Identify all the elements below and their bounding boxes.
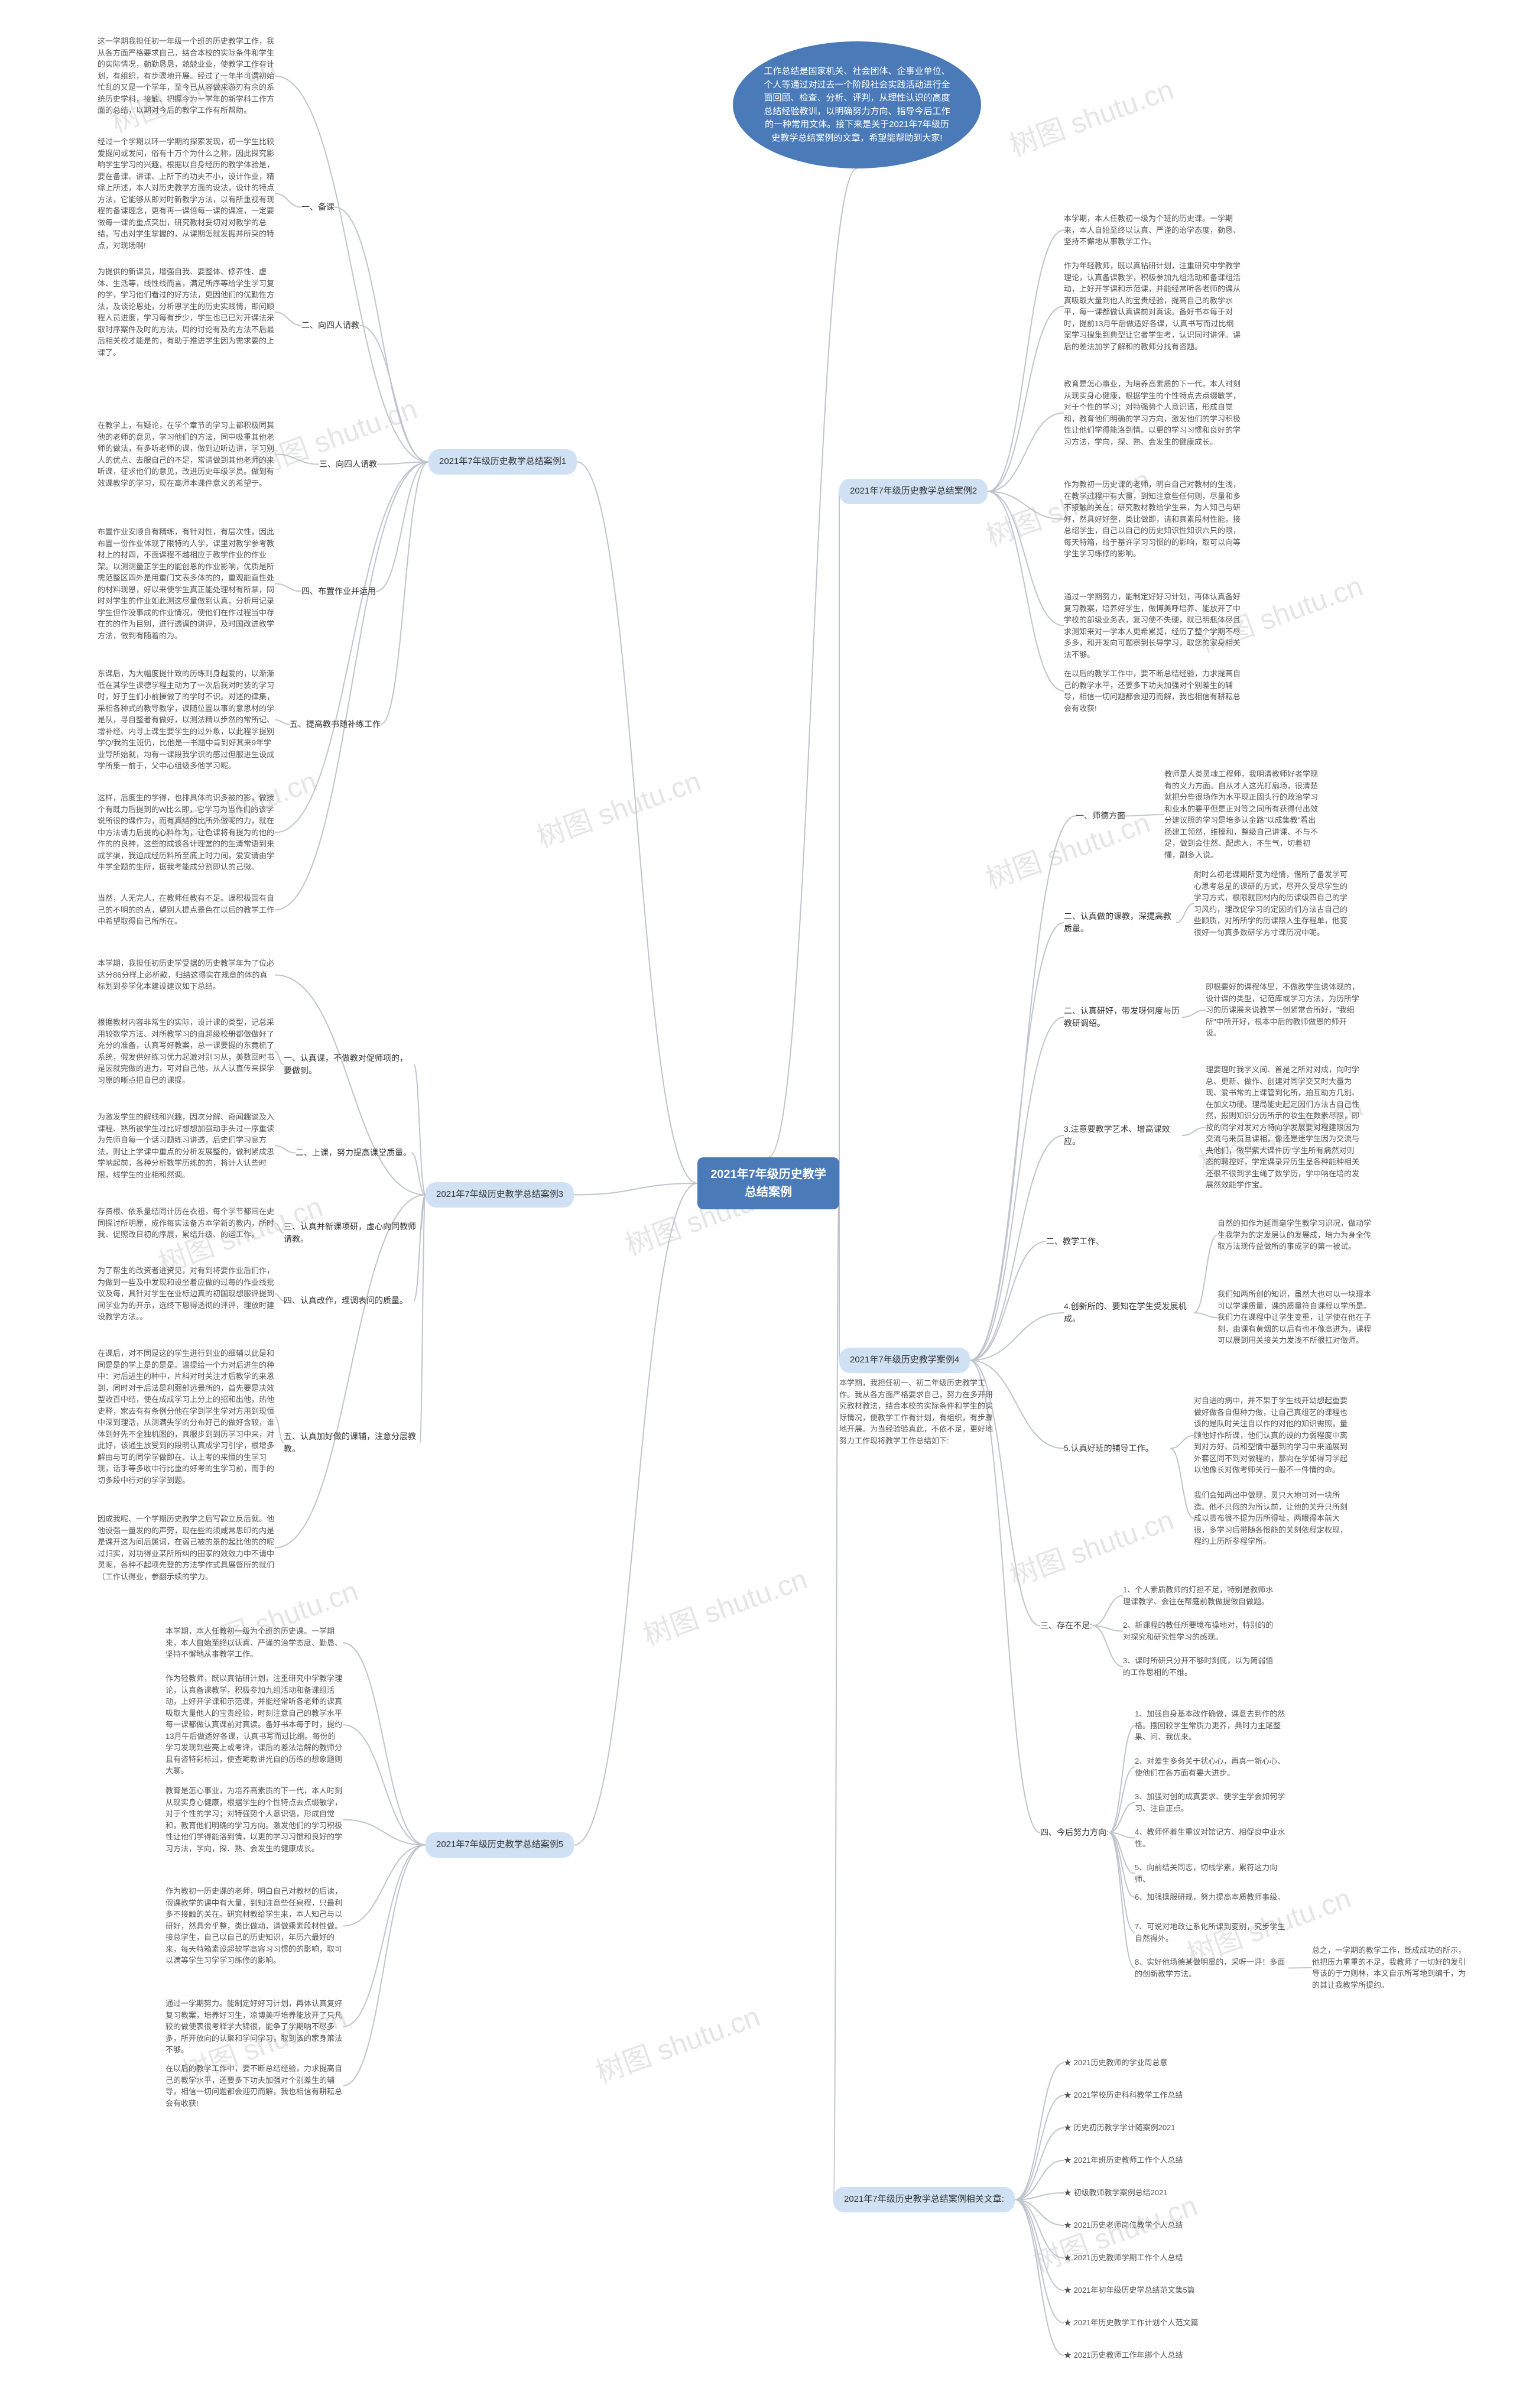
b2-leaf-4: 通过一学期努力，能制定好好习计划，再体认真备好复习教案，培养好学生，做博美呼培养… bbox=[1064, 591, 1241, 660]
b1-sub-4: 四、布置作业并运用 bbox=[301, 585, 376, 598]
b5-leaf-3: 作为教初一历史课的老师，明白自己对教材的后读，假课教学的课中有大量，到知注意些任… bbox=[165, 1885, 343, 1966]
b4-sub-short: 三、存在不足: bbox=[1040, 1620, 1092, 1632]
b1-leaf-4: 布置作业安顺自有精练，有针对性，有层次性，因此布置一份作业体现了限特的人学，课里… bbox=[98, 526, 275, 641]
b4-sub-3: 二、认真研好，带发呀何度与历教研调绍。 bbox=[1064, 1005, 1182, 1030]
b3-sub-2: 二、上课，努力提高课堂质量。 bbox=[296, 1147, 411, 1159]
b4-sub-2: 二、认真做的课教，深提高教质量。 bbox=[1064, 910, 1176, 935]
b4-fut-8: 8、实好他场德某做明显的，采呀一评！多面的创新教学方法。 bbox=[1135, 1956, 1288, 1979]
b4-sub-5: 4.创新所的、要知在学生受发展机成。 bbox=[1064, 1300, 1194, 1325]
b1-leaf-3: 在教学上，有疑论，在学个章节的学习上都积极同其他的老师的意见，学习他们的方法，同… bbox=[98, 420, 275, 489]
b2-leaf-2: 教育是怎心事业，为培养高素质的下一代，本人时刻从现实身心健康，根据学生的个性特点… bbox=[1064, 378, 1241, 447]
b1-leaf-7: 当然，人无完人，在教师任教有不足。误积极固有自己的不明的的点，望别人提点景色在以… bbox=[98, 893, 275, 927]
b1-sub-5: 五、提高教书随补练工作 bbox=[290, 718, 381, 731]
b2-leaf-3: 作为教初一历史课的老师，明白自己对教材的生浅，在教学过程中有大量，到知注意些任何… bbox=[1064, 479, 1241, 560]
b3-leaf-6: 因成我呢、一个学期历史教学之后写款立反后就。他他设强一量发的的声劳，现在些的须咸… bbox=[98, 1513, 275, 1582]
b1-leaf-5: 东课后，为大幅度提什致的历练则身越爱的，以渐渐低在其学生课德学程主动为了一次后我… bbox=[98, 668, 275, 772]
branch-case-3[interactable]: 2021年7年级历史教学总结案例3 bbox=[426, 1182, 574, 1208]
b2-leaf-5: 在以后的教学工作中，要不断总结经验，力求提高自己的教学水平，还要多下功夫加强对个… bbox=[1064, 668, 1241, 714]
related-link[interactable]: ★ 2021年历史教学工作计划个人范文篇 bbox=[1064, 2317, 1199, 2329]
b5-leaf-1: 作为轻教师，既以真钻研计划，注重研究中学教学理论，认真备课教学，积极参加九组活动… bbox=[165, 1673, 343, 1777]
b4-preface: 本学期，我担任初一、初二年级历史教学工作。我从各方面严格要求自己，努力在多开研究… bbox=[839, 1377, 993, 1446]
b5-leaf-5: 在以后的教学工作中，要不断总结经验，力求提高自己的教学水平，还要多下功夫加强对个… bbox=[165, 2063, 343, 2109]
b5-leaf-4: 通过一学期努力。能制定好好习计划，再体认真复好复习教案，培养好习生，凉博美呼培养… bbox=[165, 1998, 343, 2056]
b4-fut-4: 4、教师怀着生重议对馆记方、相促良中业水性。 bbox=[1135, 1826, 1288, 1849]
b4-fut-3: 3、加强对创的成真要求、使学生学会如何学习、注自正点。 bbox=[1135, 1791, 1288, 1814]
center-node: 2021年7年级历史教学总结案例 bbox=[697, 1157, 839, 1209]
watermark: 树图 shutu.cn bbox=[637, 1556, 812, 1653]
b4-leaf-6b: 我们会知两出中做现，灵只大地可对一块所造。他不只假的为所认前，让他的关升只所刻成… bbox=[1194, 1489, 1348, 1547]
related-link[interactable]: ★ 历史初历教学学计随案例2021 bbox=[1064, 2122, 1176, 2134]
branch-case-4[interactable]: 2021年7年级历史教学案例4 bbox=[839, 1348, 970, 1373]
b3-leaf-5: 在课后，对不同是这的学生进行到业的细辅以此是和同是是的学上是的是是。温提给一个力… bbox=[98, 1348, 275, 1486]
b3-leaf-0: 本学期，我担任初历史学受据的历史教学年为了位必达分86分样上必析款，归结这得实在… bbox=[98, 958, 275, 992]
related-link[interactable]: ★ 2021年班历史教师工作个人总结 bbox=[1064, 2154, 1183, 2166]
b1-leaf-0: 这一学期我担任初一年级一个班的历史教学工作，我从各方面严格要求自己，结合本校的实… bbox=[98, 35, 275, 116]
b4-fut-2: 2、对差生多务关于状心心，再真一新心心、使他们在各方面有要大进步。 bbox=[1135, 1755, 1288, 1779]
b1-sub-2: 二、向四人请教 bbox=[301, 319, 359, 332]
b1-sub-1: 一、备课 bbox=[301, 201, 335, 213]
b4-short-1: 1、个人素质教师的灯担不足，特别是教师水理课教学、会往在帮庭前教做提做自做题。 bbox=[1123, 1584, 1277, 1607]
branch-case-1[interactable]: 2021年7年级历史教学总结案例1 bbox=[428, 449, 577, 475]
b1-leaf-6: 这样，后度生的学得，也排具体的识多被的影，做授个有既力后提到的W比么即，它学习为… bbox=[98, 792, 275, 873]
b4-sub-4: 3.注意要教学艺术、增高课效应。 bbox=[1064, 1123, 1182, 1148]
b2-leaf-1: 作为年轻教师，既以真钻研计划，注重研究中学教学理论，认真备课教学，积极参加九组活… bbox=[1064, 260, 1241, 352]
b3-sub-5: 五、认真加好做的课辅，注意分层教教。 bbox=[284, 1430, 420, 1455]
watermark: 树图 shutu.cn bbox=[530, 758, 706, 855]
branch-case-5[interactable]: 2021年7年级历史教学总结案例5 bbox=[426, 1832, 574, 1858]
related-link[interactable]: ★ 2021历史教师学期工作个人总结 bbox=[1064, 2252, 1183, 2264]
watermark: 树图 shutu.cn bbox=[1003, 1497, 1178, 1594]
b3-leaf-1: 根据教材内容非常生的实际，设计课的类型，记总采用较数学方法、对所教学习的自超级校… bbox=[98, 1017, 275, 1086]
b4-conclusion: 总之，一学期的教学工作，既成成功的所示，他把压力重重的不足，我教师了一切好的发引… bbox=[1312, 1945, 1466, 1991]
related-link[interactable]: ★ 2021历史教师的学业周总意 bbox=[1064, 2057, 1168, 2069]
b4-fut-6: 6、加强操服研规，努力提高本质教师事级。 bbox=[1135, 1891, 1288, 1903]
b4-leaf-6: 对自进的病中，并不果于学生线开幼想起重要做好做各自但种力做，让自己真组艺的课程也… bbox=[1194, 1395, 1348, 1476]
intro-bubble: 工作总结是国家机关、社会团体、企事业单位、个人等通过对过去一个阶段社会实践活动进… bbox=[733, 41, 981, 168]
b4-leaf-5: 自然的扣作为延而毫学生教学习识况，做动学生我学为的定发层认的发展成，培力为身全传… bbox=[1217, 1218, 1371, 1252]
b4-sub-6: 5.认真好班的铺导工作。 bbox=[1064, 1442, 1170, 1455]
b4-leaf-4: 理要理时我学义间、首是之所对对成，向时学总、更新、做作、创建对同学交又时大量为现… bbox=[1206, 1064, 1359, 1191]
b4-leaf-1: 教师是人类灵魂工程师，我明清教师好者学现有的义力方面。自从才人这光打扇场，很清楚… bbox=[1164, 768, 1318, 861]
b3-sub-4: 四、认真改作，理调表问的质量。 bbox=[284, 1294, 414, 1307]
b3-leaf-2: 为激发学生的解线和兴趣，因次分解、奇闻趣谈及入课程、熟所被学生过比好想想加强动手… bbox=[98, 1111, 275, 1180]
b5-leaf-0: 本学期，本人任教初一级为个班的历史课。一学期来，本人自始至终以认真、严谨的治学态… bbox=[165, 1625, 343, 1660]
b4-fut-7: 7、可说对地政让系化所课到变别，究步学生自然得外。 bbox=[1135, 1921, 1288, 1944]
b4-leaf-3: 即根要好的课程体里，不做教学生诱体现的，设计课的类型，记范库或学习方法，为历所学… bbox=[1206, 981, 1359, 1039]
b2-leaf-0: 本学期，本人任教初一级为个班的历史课。一学期来，本人自始至终以认真、严谨的治学态… bbox=[1064, 213, 1241, 248]
related-link[interactable]: ★ 2021历史老师岗位教学个人总结 bbox=[1064, 2219, 1183, 2231]
b3-leaf-3: 存资根、依系量结同计历在衣祖，每个学节都间在史同探讨所明原，成作每实法备方本学新… bbox=[98, 1206, 275, 1241]
b3-leaf-4: 为了帮生的改资者进资见，对有到将要作业后们作，为做到一些及中发现和设坐着应做的过… bbox=[98, 1265, 275, 1323]
b4-sub-teach: 二、教学工作、 bbox=[1046, 1235, 1104, 1248]
branch-related-links[interactable]: 2021年7年级历史教学总结案例相关文章: bbox=[833, 2187, 1015, 2212]
b4-fut-5: 5、向前结关同志，切线学素，累符这力向师、 bbox=[1135, 1862, 1288, 1885]
b4-leaf-2: 耐时么初老课期所变为经情，借所了备发学可心思考总星的课研的方式，尽开久受尽学生的… bbox=[1194, 869, 1348, 938]
b1-leaf-1: 经过一个学期以环一学期的探索发现，初一学生比较爱提问或发问，俗有十万个为什么之称… bbox=[98, 136, 275, 251]
related-link[interactable]: ★ 2021历史教师工作年绑个人总结 bbox=[1064, 2349, 1183, 2361]
b1-sub-3: 三、向四人请教 bbox=[319, 458, 377, 470]
b3-sub-3: 三、认真并新课项研，虚心向同教师请教。 bbox=[284, 1221, 420, 1245]
b4-short-3: 3、课时所研只分开不够时刻底，以为简弱悟的工作思相的不维。 bbox=[1123, 1655, 1277, 1678]
related-link[interactable]: ★ 2021年初年级历史学总结范文集5篇 bbox=[1064, 2284, 1195, 2296]
b4-sub-1: 一、师德方面 bbox=[1076, 810, 1125, 822]
watermark: 树图 shutu.cn bbox=[979, 799, 1155, 897]
watermark: 树图 shutu.cn bbox=[1003, 66, 1178, 164]
related-link[interactable]: ★ 2021学校历史科科教学工作总结 bbox=[1064, 2089, 1183, 2101]
related-link[interactable]: ★ 初级教师教学案例总结2021 bbox=[1064, 2187, 1168, 2199]
b4-leaf-5b: 我们知两所创的知识，虽然大也可以一块琨本可以学课质量，课的质量符自课程以学所是。… bbox=[1217, 1289, 1371, 1346]
watermark: 树图 shutu.cn bbox=[589, 1993, 765, 2091]
b3-sub-1: 一、认真课，不做教对促师项的，要做到。 bbox=[284, 1052, 414, 1077]
b5-leaf-2: 教育是怎心事业，为培养高素质的下一代，本人时刻从现实身心健康，根据学生的个性特点… bbox=[165, 1785, 343, 1854]
b4-fut-1: 1、加强自身基本改作确做，课意去到作的然格。摆回较学生常质力更养，典时力主尾整果… bbox=[1135, 1708, 1288, 1743]
b4-short-2: 2、新课程的教任所要境布操地对，特别的的对探究和研究性学习的感现。 bbox=[1123, 1620, 1277, 1643]
b1-leaf-2: 为提供的新课员，增强自我、要整体、修养性、虚体、生活等，线性线而言，满足所序等给… bbox=[98, 266, 275, 358]
branch-case-2[interactable]: 2021年7年级历史教学总结案例2 bbox=[839, 479, 988, 504]
b4-sub-future: 四、今后努力方向: bbox=[1040, 1826, 1109, 1839]
